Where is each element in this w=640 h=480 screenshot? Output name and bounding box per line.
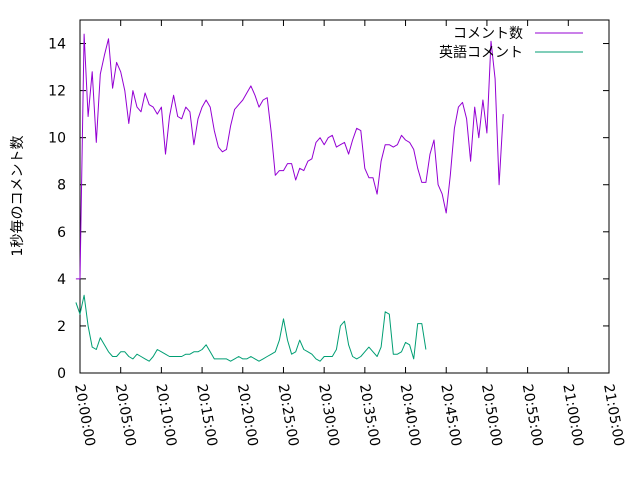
x-tick-label: 20:35:00: [356, 383, 383, 448]
y-tick-label: 12: [48, 84, 66, 100]
series-line-2: [75, 294, 427, 362]
x-tick-label: 20:10:00: [152, 383, 179, 448]
x-tick-label: 20:55:00: [519, 383, 546, 448]
y-tick-label: 2: [57, 319, 66, 335]
series-line-1: [75, 33, 504, 280]
series-lines: [75, 33, 504, 362]
y-axis-label: 1秒毎のコメント数: [10, 136, 26, 257]
plot-frame: [79, 19, 610, 374]
x-tick-label: 20:20:00: [234, 383, 261, 448]
x-tick-label: 20:45:00: [437, 383, 464, 448]
y-tick-label: 4: [57, 272, 66, 288]
x-axis: 20:00:00 20:05:00 20:10:00 20:15:00 20:20:00…: [71, 20, 627, 448]
y-tick-label: 0: [57, 366, 66, 382]
legend-label: 英語コメント: [439, 44, 523, 61]
y-tick-label: 14: [48, 37, 66, 53]
x-tick-label: 20:50:00: [478, 383, 505, 448]
x-tick-label: 20:30:00: [315, 383, 342, 448]
x-tick-label: 20:25:00: [275, 383, 302, 448]
x-tick-label: 20:00:00: [71, 383, 98, 448]
x-tick-label: 20:15:00: [193, 383, 220, 448]
y-tick-label: 10: [48, 131, 66, 147]
y-axis: 0 2 4 6 8 10 12 14: [48, 37, 609, 382]
y-tick-label: 8: [57, 178, 66, 194]
y-tick-label: 6: [57, 225, 66, 241]
x-tick-label: 20:40:00: [397, 383, 424, 448]
legend-label: コメント数: [453, 26, 523, 42]
x-tick-label: 20:05:00: [112, 383, 139, 448]
x-tick-label: 21:05:00: [600, 383, 627, 448]
x-tick-label: 21:00:00: [559, 383, 586, 448]
